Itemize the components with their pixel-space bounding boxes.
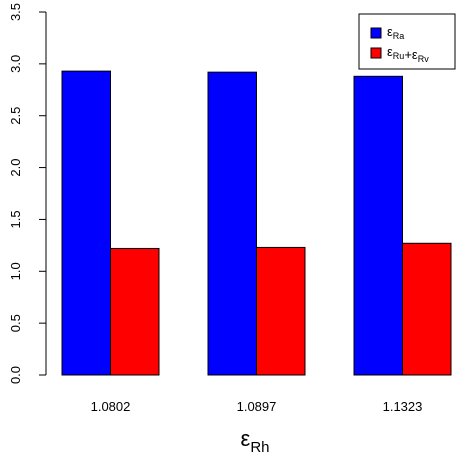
x-tick-label: 1.0802 (91, 399, 131, 414)
bar-series-1-1-0802 (61, 70, 111, 376)
legend-swatch-1 (370, 27, 382, 39)
bar-series-2-1-0897 (256, 246, 306, 376)
x-tick-label: 1.0897 (237, 399, 277, 414)
x-tick-labels: 1.0802 1.0897 1.1323 (91, 399, 423, 414)
legend-box (358, 13, 456, 70)
x-tick-label: 1.1323 (383, 399, 423, 414)
legend-label-1: εRa (387, 24, 404, 41)
legend-swatch-2 (370, 47, 382, 59)
y-tick-label: 3.5 (8, 3, 23, 21)
y-axis: 0.0 0.5 1.0 1.5 2.0 2.5 3.0 3.5 (8, 3, 47, 384)
bars (61, 70, 452, 376)
bar-series-1-1-1323 (353, 75, 403, 376)
y-tick-label: 0.0 (8, 366, 23, 384)
x-axis-title-symbol: ε (241, 426, 251, 451)
bar-series-2-1-0802 (110, 247, 160, 376)
bar-series-1-1-0897 (207, 71, 257, 376)
y-tick-label: 1.0 (8, 262, 23, 280)
legend-label-2: εRu+εRv (387, 44, 429, 64)
x-axis-title: εRh (241, 426, 270, 452)
y-tick-label: 0.5 (8, 314, 23, 332)
y-tick-label: 1.5 (8, 210, 23, 228)
bar-series-2-1-1323 (402, 242, 452, 376)
x-axis-title-subscript: Rh (250, 439, 269, 452)
y-tick-label: 2.0 (8, 159, 23, 177)
legend: εRa εRu+εRv (358, 13, 456, 70)
y-tick-label: 3.0 (8, 55, 23, 73)
y-tick-label: 2.5 (8, 107, 23, 125)
